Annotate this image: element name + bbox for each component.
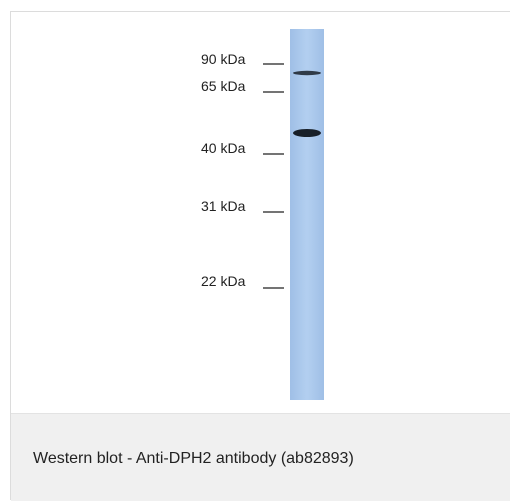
marker-label-31: 31 kDa (201, 198, 246, 214)
marker-65kda: 65 kDa (201, 78, 284, 94)
image-caption: Western blot - Anti-DPH2 antibody (ab828… (33, 450, 354, 467)
marker-label-90: 90 kDa (201, 51, 246, 67)
blot-lane (290, 29, 324, 400)
marker-label-65: 65 kDa (201, 78, 246, 94)
western-blot-image: 90 kDa 65 kDa 40 kDa 31 kDa 22 kDa (201, 29, 324, 400)
marker-label-22: 22 kDa (201, 273, 246, 289)
western-blot-figure: 90 kDa 65 kDa 40 kDa 31 kDa 22 kDa (11, 12, 510, 412)
protein-band-upper (293, 70, 321, 76)
marker-40kda: 40 kDa (201, 140, 284, 156)
caption-bar: Western blot - Anti-DPH2 antibody (ab828… (11, 413, 510, 501)
marker-31kda: 31 kDa (201, 198, 284, 214)
marker-label-40: 40 kDa (201, 140, 246, 156)
protein-band-main (293, 129, 321, 137)
marker-90kda: 90 kDa (201, 51, 284, 67)
image-card: 90 kDa 65 kDa 40 kDa 31 kDa 22 kDa (10, 11, 510, 501)
marker-22kda: 22 kDa (201, 273, 284, 289)
